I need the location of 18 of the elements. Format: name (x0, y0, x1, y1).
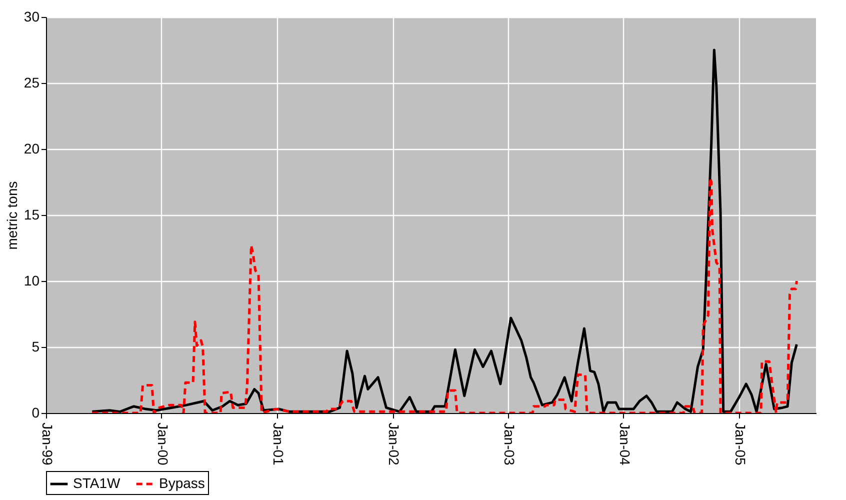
legend-label: STA1W (73, 475, 121, 491)
x-tick-label: Jan-03 (502, 422, 518, 466)
y-tick-label: 10 (24, 272, 40, 288)
y-tick-label: 5 (32, 338, 40, 354)
y-tick-label: 30 (24, 8, 40, 24)
x-tick-label: Jan-99 (40, 422, 56, 466)
legend-label: Bypass (159, 475, 205, 491)
x-tick-label: Jan-01 (270, 422, 287, 466)
y-tick-label: 25 (24, 74, 40, 90)
line-series (90, 176, 798, 413)
y-axis-title: metric tons (4, 181, 20, 250)
x-tick-label: Jan-00 (154, 422, 171, 466)
y-tick-label: 0 (32, 404, 40, 420)
y-tick-label: 15 (24, 206, 40, 222)
x-tick-label: Jan-02 (386, 422, 402, 466)
x-tick-label: Jan-05 (732, 422, 749, 466)
y-tick-label: 20 (24, 140, 40, 156)
x-tick-label: Jan-04 (616, 422, 633, 466)
